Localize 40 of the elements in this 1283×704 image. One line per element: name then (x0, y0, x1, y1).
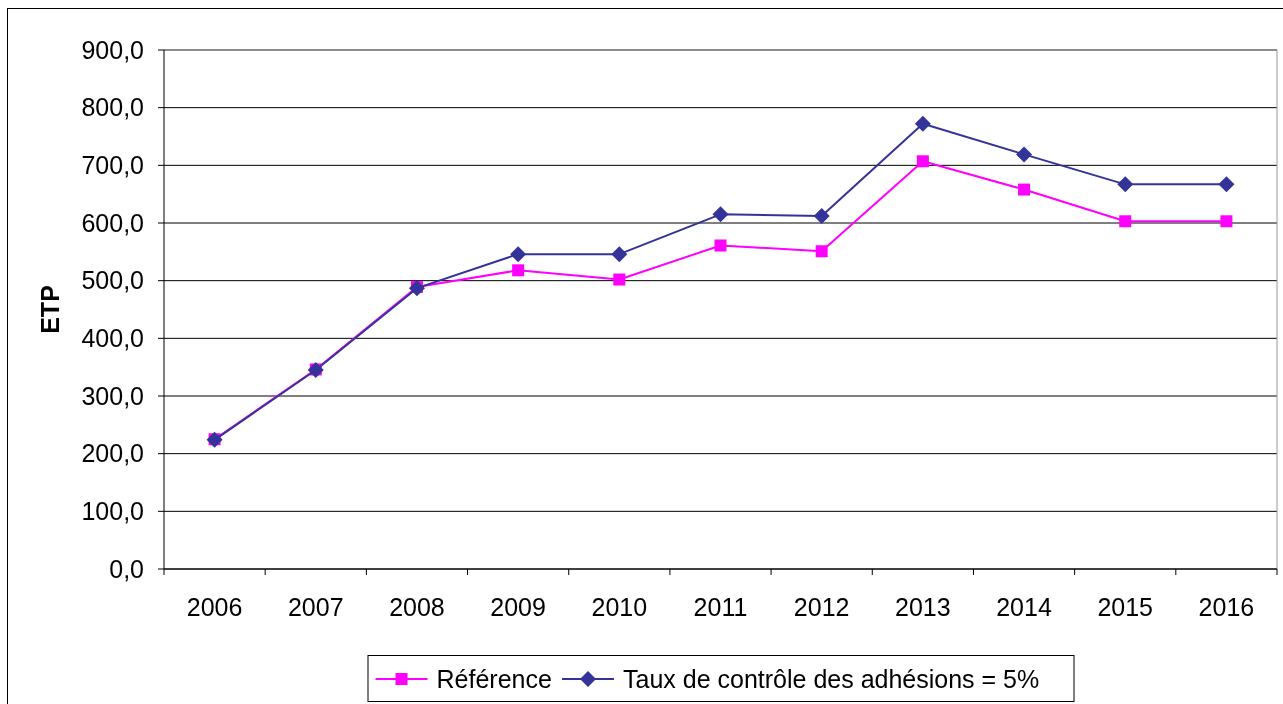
point (914, 115, 931, 132)
x-tick-label: 2010 (591, 592, 648, 621)
point (611, 246, 628, 263)
y-tick-label: 100,0 (81, 497, 144, 526)
y-tick-label: 300,0 (81, 381, 144, 410)
point (1117, 176, 1134, 193)
x-tick-label: 2013 (895, 592, 951, 621)
y-tick-label: 400,0 (81, 324, 144, 353)
y-tick-label: 700,0 (81, 151, 144, 180)
point (813, 208, 830, 225)
x-tick-label: 2016 (1198, 592, 1255, 621)
point (1218, 176, 1235, 193)
x-tick-label: 2012 (793, 592, 850, 621)
x-tick-label: 2007 (287, 592, 344, 621)
legend-label: Référence (436, 664, 552, 693)
point (712, 206, 729, 223)
y-tick-label: 500,0 (81, 266, 144, 295)
y-tick-label: 200,0 (81, 439, 144, 468)
point (512, 264, 525, 277)
y-axis-title: ETP (35, 285, 64, 334)
x-tick-label: 2006 (186, 592, 243, 621)
y-tick-label: 0,0 (109, 554, 144, 583)
x-tick-label: 2014 (996, 592, 1052, 621)
point (815, 245, 828, 258)
point (1220, 215, 1233, 228)
y-tick-label: 600,0 (81, 208, 144, 237)
legend-label: Taux de contrôle des adhésions = 5% (623, 664, 1040, 693)
y-tick-label: 900,0 (81, 35, 144, 64)
point (510, 246, 527, 263)
point (1018, 183, 1031, 196)
point (1016, 146, 1033, 163)
point (613, 273, 626, 286)
x-tick-label: 2015 (1097, 592, 1154, 621)
point (916, 155, 929, 168)
point (1119, 215, 1132, 228)
y-tick-label: 800,0 (81, 93, 144, 122)
x-tick-label: 2009 (490, 592, 546, 621)
x-tick-label: 2011 (693, 592, 748, 621)
x-tick-label: 2008 (389, 592, 445, 621)
point (714, 239, 727, 252)
